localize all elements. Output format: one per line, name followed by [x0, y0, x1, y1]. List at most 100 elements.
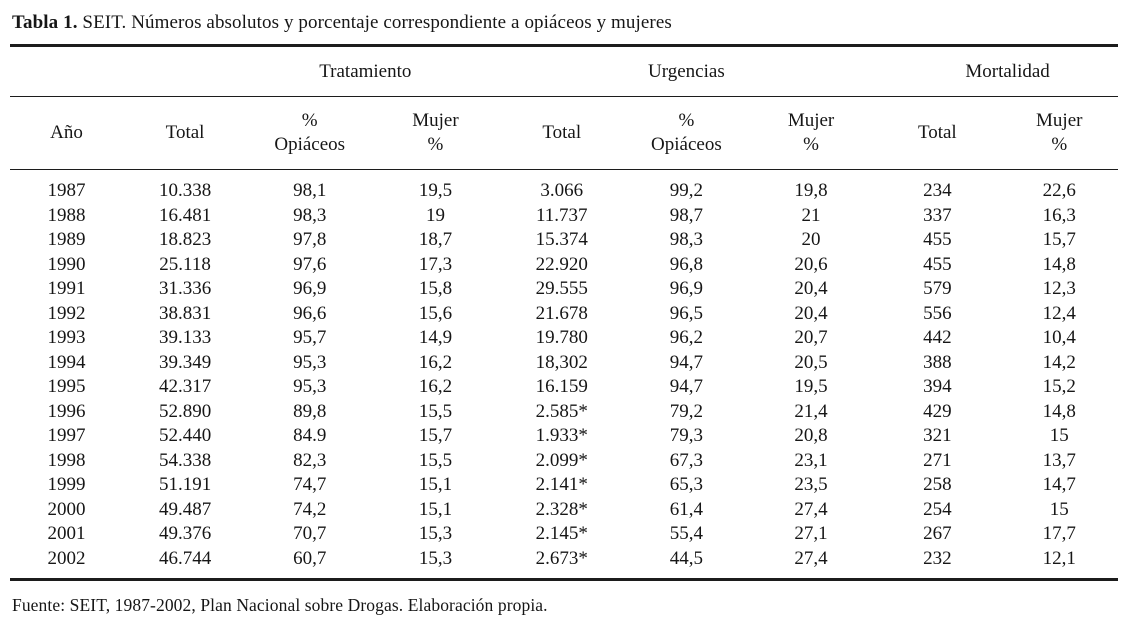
table-cell: 232 — [923, 547, 952, 569]
col-header-mujer-tratamiento: Mujer % — [372, 96, 499, 170]
table-cell: 19,5 — [794, 376, 828, 397]
table-cell: 15,1 — [418, 498, 453, 520]
table-cell: 2.145* — [535, 523, 588, 544]
table-cell: 98,3 — [669, 229, 704, 250]
table-cell: 21 — [801, 204, 821, 226]
table-cell: 84.9 — [293, 425, 327, 446]
table-cell: 234 — [923, 180, 952, 201]
table-cell: 18.823 — [158, 229, 212, 250]
table-cell: 55,4 — [669, 523, 704, 544]
table-cell: 1995 — [47, 376, 86, 397]
table-cell: 96,5 — [669, 302, 704, 324]
table-cell: 42.317 — [158, 376, 212, 397]
table-cell: 1.933* — [535, 425, 588, 446]
table-cell: 99,2 — [669, 180, 704, 201]
table-cell: 52.890 — [158, 400, 212, 422]
table-cell: 337 — [923, 204, 952, 226]
table-cell: 556 — [923, 302, 952, 324]
table-cell: 16.481 — [158, 204, 212, 226]
table-cell: 74,2 — [293, 498, 327, 520]
table-cell: 254 — [923, 498, 952, 520]
table-cell: 60,7 — [293, 547, 327, 569]
table-title-text: SEIT. Números absolutos y porcentaje cor… — [77, 12, 672, 33]
table-cell: 1992 — [47, 302, 86, 324]
table-cell: 2.673* — [535, 547, 588, 569]
table-cell: 94,7 — [669, 351, 704, 373]
col-header-opiaceos-tratamiento: % Opiáceos — [247, 96, 373, 170]
table-cell: 74,7 — [293, 474, 327, 495]
table-row: 1994 39.349 95,3 16,2 18,302 94,7 20,5 388 14,2 — [10, 351, 1118, 376]
table-cell: 39.133 — [158, 327, 212, 348]
table-cell: 15,7 — [1042, 229, 1076, 250]
table-row: 1993 39.133 95,7 14,9 19.780 96,2 20,7 442 10,4 — [10, 326, 1118, 351]
table-row: 1992 38.831 96,6 15,6 21.678 96,5 20,4 556 12,4 — [10, 302, 1118, 327]
table-row: 2002 46.744 60,7 15,3 2.673* 44,5 27,4 232 12,1 — [10, 547, 1118, 580]
table-cell: 17,7 — [1042, 523, 1076, 544]
table-cell: 96,8 — [669, 253, 704, 275]
table-cell: 1991 — [47, 278, 86, 299]
table-cell: 1999 — [47, 474, 86, 495]
table-cell: 1997 — [47, 425, 86, 446]
table-cell: 1988 — [47, 204, 86, 226]
table-cell: 14,7 — [1042, 474, 1076, 495]
table-cell: 15,1 — [418, 474, 453, 495]
table-cell: 20 — [801, 229, 821, 250]
table-cell: 94,7 — [669, 376, 704, 397]
table-cell: 79,2 — [669, 400, 704, 422]
table-title-label: Tabla 1. — [12, 12, 78, 33]
table-cell: 14,8 — [1042, 400, 1076, 422]
table-cell: 20,5 — [794, 351, 828, 373]
col-header-total-urgencias: Total — [498, 96, 625, 170]
table-cell: 455 — [923, 253, 952, 275]
table-cell: 15,5 — [418, 449, 453, 471]
group-header-row: Tratamiento Urgencias Mortalidad — [10, 45, 1118, 97]
table-cell: 455 — [923, 229, 952, 250]
table-cell: 98,3 — [293, 204, 327, 226]
table-cell: 61,4 — [669, 498, 704, 520]
table-cell: 2.328* — [535, 498, 588, 520]
table-cell: 46.744 — [158, 547, 212, 569]
table-cell: 49.487 — [158, 498, 212, 520]
col-header-opiaceos-urgencias: % Opiáceos — [624, 96, 748, 170]
table-row: 1999 51.191 74,7 15,1 2.141* 65,3 23,5 258 14,7 — [10, 473, 1118, 498]
table-row: 1995 42.317 95,3 16,2 16.159 94,7 19,5 394 15,2 — [10, 375, 1118, 400]
group-header-empty — [10, 45, 124, 97]
col-header-mujer-urgencias: Mujer % — [747, 96, 875, 170]
table-cell: 96,6 — [293, 302, 327, 324]
table-cell: 12,3 — [1042, 278, 1076, 299]
table-cell: 14,8 — [1042, 253, 1076, 275]
table-body: 1987 10.338 98,1 19,5 3.066 99,2 19,8 234 22,6 19… — [10, 170, 1118, 580]
table-cell: 44,5 — [669, 547, 704, 569]
table-cell: 1990 — [47, 253, 86, 275]
table-cell: 96,2 — [669, 327, 704, 348]
data-table: Tratamiento Urgencias Mortalidad Año Tot… — [10, 44, 1118, 581]
col-header-total-mortalidad: Total — [874, 96, 1001, 170]
table-cell: 89,8 — [293, 400, 327, 422]
table-cell: 95,3 — [293, 376, 327, 397]
table-row: 2000 49.487 74,2 15,1 2.328* 61,4 27,4 254 15 — [10, 498, 1118, 523]
table-cell: 12,1 — [1042, 547, 1076, 569]
table-cell: 27,1 — [794, 523, 828, 544]
table-cell: 79,3 — [669, 425, 704, 446]
table-cell: 267 — [923, 523, 952, 544]
table-cell: 20,4 — [794, 302, 828, 324]
table-cell: 19,8 — [794, 180, 828, 201]
table-cell: 54.338 — [158, 449, 212, 471]
table-cell: 39.349 — [158, 351, 212, 373]
table-head: Tratamiento Urgencias Mortalidad Año Tot… — [10, 45, 1118, 170]
table-cell: 17,3 — [418, 253, 453, 275]
table-cell: 96,9 — [293, 278, 327, 299]
table-cell: 98,1 — [293, 180, 327, 201]
table-cell: 1987 — [47, 180, 86, 201]
table-cell: 19 — [425, 204, 445, 226]
table-cell: 95,3 — [293, 351, 327, 373]
table-cell: 13,7 — [1042, 449, 1076, 471]
table-cell: 2000 — [47, 498, 86, 520]
table-row: 1987 10.338 98,1 19,5 3.066 99,2 19,8 234 22,6 — [10, 170, 1118, 204]
table-row: 1998 54.338 82,3 15,5 2.099* 67,3 23,1 271 13,7 — [10, 449, 1118, 474]
table-cell: 16.159 — [535, 376, 588, 397]
table-cell: 97,8 — [293, 229, 327, 250]
table-cell: 15,5 — [418, 400, 453, 422]
table-cell: 65,3 — [669, 474, 704, 495]
table-row: 1988 16.481 98,3 19 11.737 98,7 21 337 16,3 — [10, 204, 1118, 229]
